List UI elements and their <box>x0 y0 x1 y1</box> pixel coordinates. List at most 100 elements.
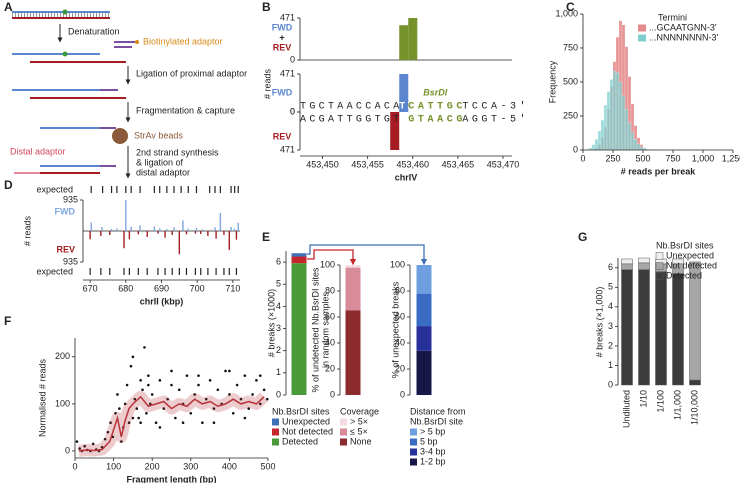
point <box>204 397 208 401</box>
bar <box>139 225 141 231</box>
legend-label: ...GCAATGNN-3' <box>649 22 717 32</box>
bar <box>689 379 701 386</box>
y-tick-label: 0 <box>573 144 578 154</box>
point <box>231 411 235 415</box>
bar <box>110 229 113 231</box>
legend-swatch <box>272 428 279 436</box>
diagram: A Denaturation Biotinylated adaptor Liga… <box>4 0 247 179</box>
adaptor-label: Biotinylated adaptor <box>143 36 223 46</box>
x-tick-label: 200 <box>145 461 160 471</box>
sequence: ACGATTGGTGT <box>300 115 399 126</box>
point <box>78 447 81 450</box>
bar <box>116 228 118 231</box>
bar <box>235 231 238 240</box>
step-label: 2nd strand synthesis <box>136 147 219 157</box>
bar <box>621 258 633 265</box>
bar <box>228 231 230 250</box>
bar <box>345 267 361 311</box>
x-tick-label: 710 <box>225 283 240 293</box>
y-axis-label: % of unexpected breaks <box>390 281 400 378</box>
adaptor <box>114 41 136 48</box>
x-tick-label: 453,470 <box>487 159 520 169</box>
bar <box>130 226 132 231</box>
point <box>129 364 133 368</box>
x-tick-label: 500 <box>260 461 275 471</box>
legend-title: Nb.BsrDI site <box>410 416 463 426</box>
point <box>174 416 177 420</box>
panel-label: D <box>4 178 13 192</box>
point <box>170 369 173 373</box>
panel-label: A <box>4 0 13 14</box>
point <box>258 374 262 377</box>
legend-label: ≤ 5× <box>350 426 368 436</box>
bar <box>416 350 432 395</box>
point <box>212 407 216 410</box>
y-tick-label: 2 <box>608 340 613 350</box>
y-tick-label: 250 <box>563 110 578 120</box>
point <box>125 383 129 387</box>
point <box>147 383 150 387</box>
x-tick-label: 0 <box>72 461 77 471</box>
point <box>201 421 204 425</box>
legend-swatch <box>638 24 646 32</box>
annotation: BsrDI <box>423 87 448 97</box>
point <box>154 421 158 425</box>
confidence-band <box>78 390 269 457</box>
bar <box>627 122 632 151</box>
point <box>258 402 262 406</box>
point <box>166 397 169 401</box>
point <box>103 437 107 441</box>
point <box>208 379 212 382</box>
mean-line <box>78 395 265 452</box>
bar <box>594 139 599 151</box>
point <box>131 416 135 420</box>
panel-label: C <box>566 0 575 14</box>
y-tick-label: 2 <box>276 345 281 355</box>
point <box>228 393 231 396</box>
x-tick-label: 750 <box>665 153 680 163</box>
bar <box>624 109 629 151</box>
point <box>123 402 127 406</box>
x-tick-label: 500 <box>635 153 650 163</box>
x-tick-label: 100 <box>106 461 121 471</box>
sequence: TCCA-3' <box>462 101 525 113</box>
y-tick-label: 5 <box>276 279 281 289</box>
point <box>170 383 173 387</box>
y-tick-label: 100 <box>55 398 70 408</box>
x-tick-label: 1/10,000 <box>689 390 699 425</box>
series-label: FWD <box>272 87 293 97</box>
point <box>251 393 254 396</box>
point <box>131 355 135 359</box>
bar <box>621 95 626 151</box>
point <box>133 397 137 401</box>
y-tick-label: 0 <box>276 389 281 399</box>
panel-label: B <box>262 0 271 14</box>
x-tick-label: 300 <box>183 461 198 471</box>
bar <box>237 222 239 231</box>
distal-adaptor-label: Distal adaptor <box>10 146 66 156</box>
sequence: TGCTAACCACA <box>300 102 399 113</box>
point <box>262 388 266 392</box>
y-tick-label: 1 <box>276 367 281 377</box>
point <box>135 407 139 410</box>
bar <box>146 231 148 237</box>
legend-title: Coverage <box>340 406 379 416</box>
legend-label: 3-4 bp <box>420 446 446 456</box>
y-tick-label: 20 <box>325 363 335 373</box>
nick <box>62 51 68 57</box>
y-tick-label: 935 <box>63 194 78 204</box>
x-axis-label: chrII (kbp) <box>140 296 184 306</box>
bar <box>689 261 701 264</box>
bar <box>233 228 236 231</box>
point <box>224 369 227 373</box>
bar <box>123 231 125 249</box>
y-tick-label: 1,000 <box>555 8 578 18</box>
bar <box>219 213 222 231</box>
y-tick-label: 80 <box>395 285 405 295</box>
x-tick-label: 1,250 <box>722 153 740 163</box>
y-tick-label: 80 <box>325 285 335 295</box>
sequence: CATTGC <box>408 102 462 113</box>
y-tick-label: 100 <box>390 259 405 269</box>
y-tick-label: 0 <box>290 106 295 116</box>
